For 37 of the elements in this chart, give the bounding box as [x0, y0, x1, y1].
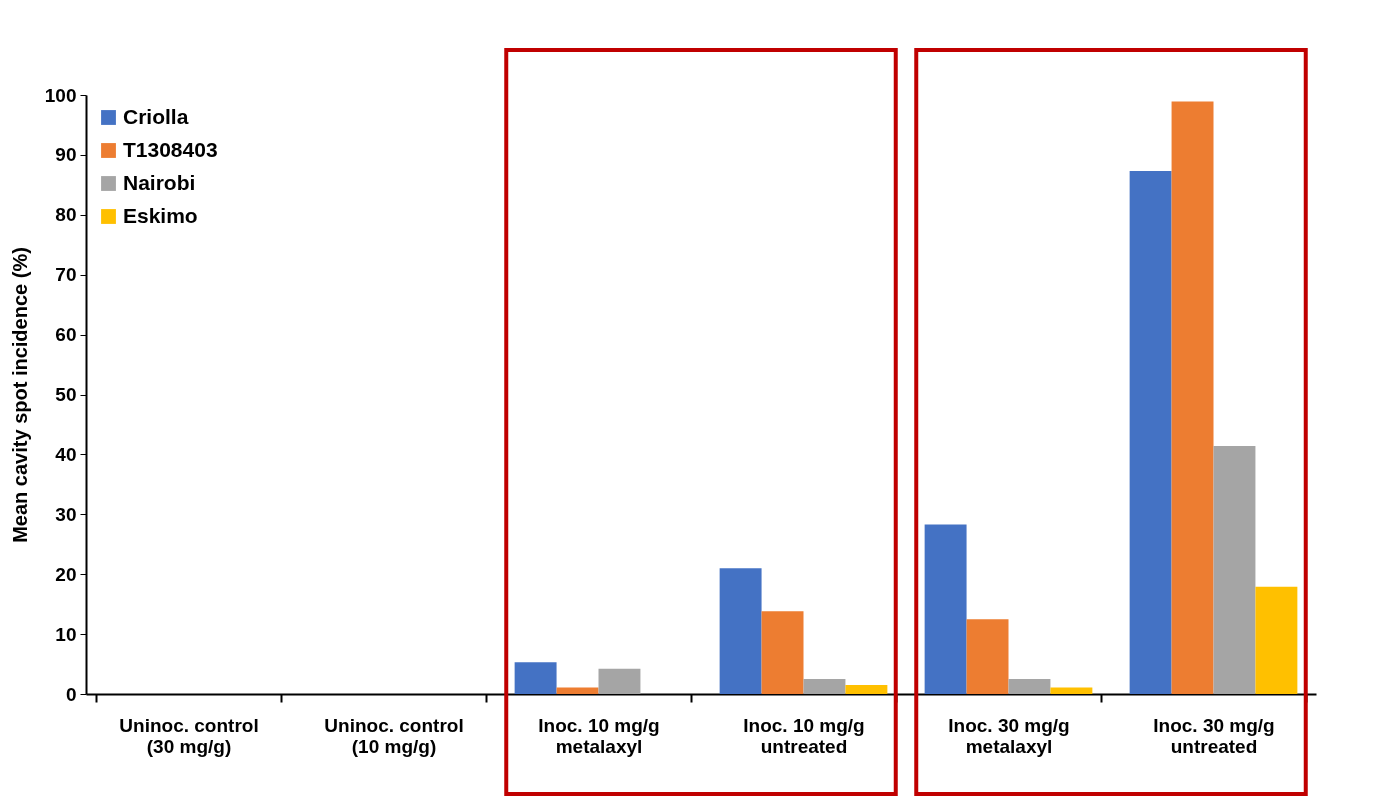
y-tick-label: 0 — [65, 683, 77, 705]
bar — [924, 524, 967, 694]
y-axis-title: Mean cavity spot incidence (%) — [8, 247, 31, 543]
bar — [1255, 586, 1298, 694]
bar — [966, 619, 1009, 694]
y-tick-label: 90 — [55, 144, 77, 166]
legend-label: Nairobi — [123, 170, 196, 194]
x-tick-label: Inoc. 30 mg/g untreated — [1153, 714, 1275, 757]
bar — [761, 611, 804, 694]
bar — [598, 668, 641, 694]
legend-label: Criolla — [123, 104, 189, 128]
x-tick-label: Inoc. 30 mg/g metalaxyl — [948, 714, 1070, 757]
bar — [514, 662, 557, 694]
y-tick-label: 100 — [44, 84, 77, 106]
bar — [1129, 171, 1172, 694]
y-tick-label: 30 — [55, 503, 77, 525]
y-tick-label: 10 — [55, 623, 77, 645]
bar — [1008, 679, 1051, 694]
y-tick-label: 40 — [55, 443, 77, 465]
bar — [1171, 101, 1214, 694]
y-tick-label: 50 — [55, 384, 77, 405]
x-tick-label: Inoc. 10 mg/g untreated — [743, 714, 865, 757]
x-tick-label: Uninoc. control (10 mg/g) — [324, 714, 464, 757]
bar — [719, 568, 762, 694]
legend-label: Eskimo — [123, 203, 198, 227]
bar — [556, 687, 599, 694]
bar — [803, 679, 846, 694]
x-tick-label: Uninoc. control (30 mg/g) — [119, 714, 259, 757]
bar — [1050, 687, 1093, 694]
x-tick-label: Inoc. 10 mg/g metalaxyl — [538, 714, 660, 757]
legend-label: T1308403 — [123, 137, 218, 161]
y-tick-label: 60 — [55, 324, 77, 346]
y-tick-label: 80 — [55, 204, 77, 226]
bar — [1213, 446, 1256, 694]
y-tick-label: 20 — [55, 563, 77, 585]
y-tick-label: 70 — [55, 264, 77, 286]
bar — [845, 685, 888, 694]
